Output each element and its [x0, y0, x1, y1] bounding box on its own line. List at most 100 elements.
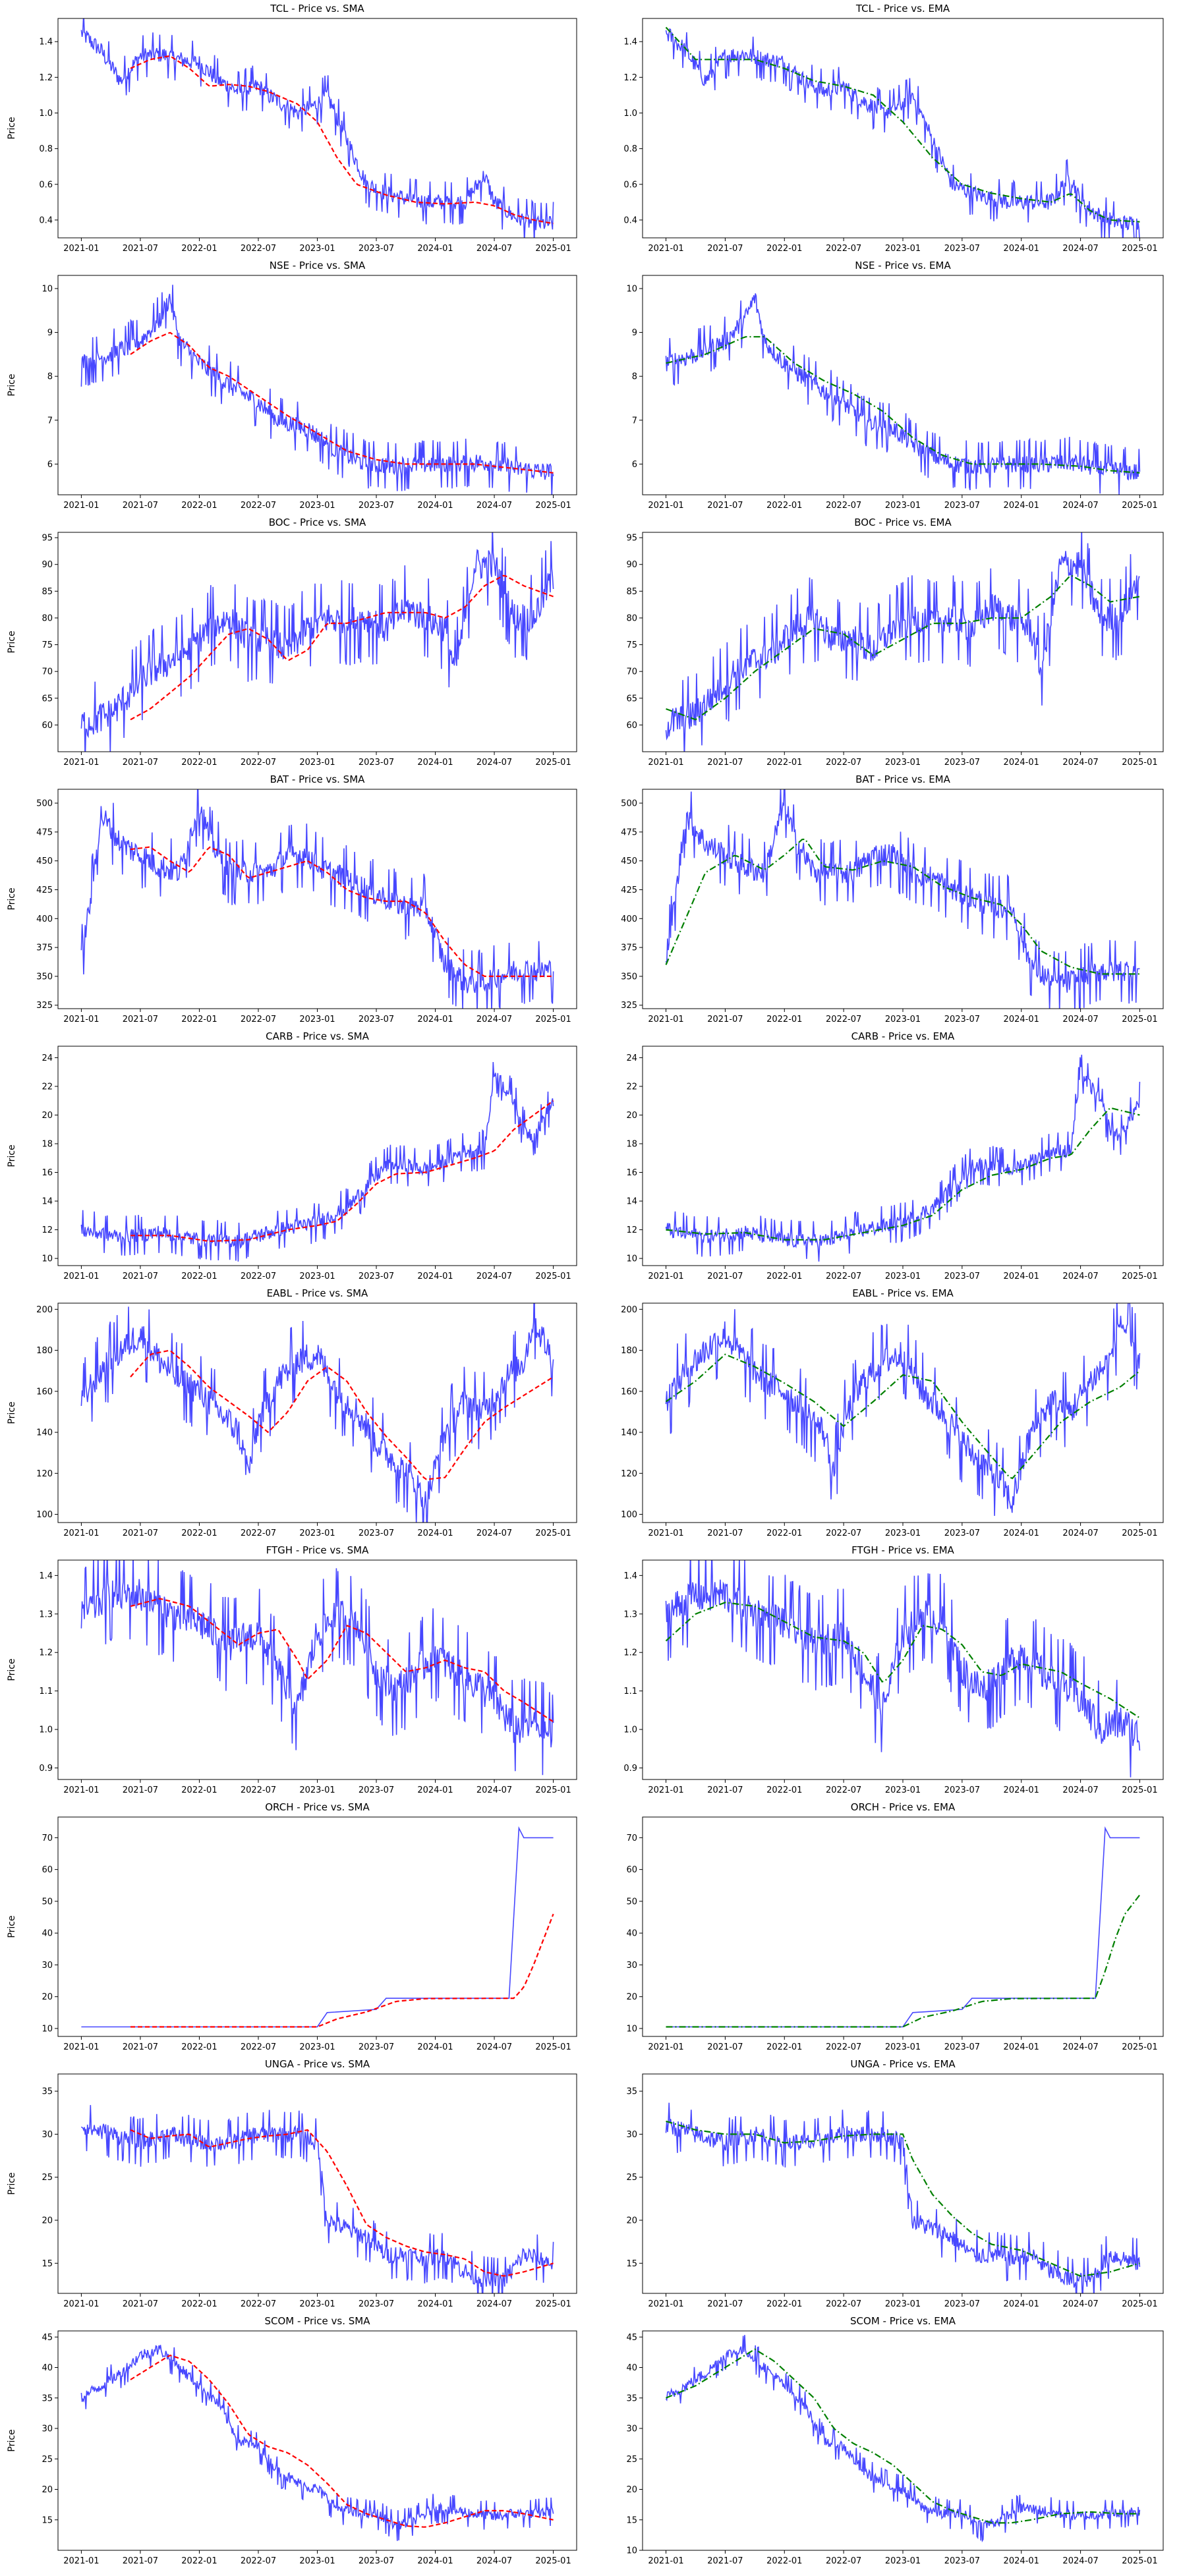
x-tick-label: 2025-01: [1122, 244, 1157, 254]
y-tick-label: 60: [626, 1865, 637, 1875]
x-tick-label: 2023-01: [885, 2556, 921, 2566]
y-tick-label: 20: [42, 2216, 53, 2226]
y-tick-label: 0.6: [39, 180, 53, 190]
x-tick-label: 2022-07: [826, 1528, 861, 1538]
x-tick-label: 2022-01: [181, 2042, 217, 2052]
x-tick-label: 2024-01: [1004, 244, 1039, 254]
y-tick-label: 140: [36, 1428, 53, 1438]
x-tick-label: 2023-01: [299, 1272, 335, 1281]
y-tick-label: 200: [621, 1305, 637, 1315]
chart-panel-11: EABL - Price vs. SMA 100 120 140 160 180 200 20…: [7, 1287, 577, 1538]
y-tick-label: 160: [621, 1387, 637, 1397]
x-tick-label: 2022-01: [181, 244, 217, 254]
x-tick-label: 2021-01: [648, 1785, 683, 1795]
x-tick-label: 2023-01: [299, 1528, 335, 1538]
y-tick-label: 65: [626, 694, 637, 704]
chart-title: BOC - Price vs. SMA: [269, 517, 366, 528]
y-tick-label: 75: [42, 640, 53, 650]
y-tick-label: 1.4: [39, 1571, 53, 1581]
chart-panel-7: BAT - Price vs. SMA 325 350 375 400 425 450 475…: [7, 773, 577, 1024]
x-tick-label: 2022-01: [181, 501, 217, 511]
y-tick-label: 1.0: [39, 1725, 53, 1735]
x-tick-label: 2024-01: [1004, 1272, 1039, 1281]
y-tick-label: 60: [42, 1865, 53, 1875]
plot-frame: [642, 1046, 1164, 1266]
price-line: [666, 1826, 1140, 2028]
y-tick-label: 35: [626, 2087, 637, 2097]
ema-line: [666, 1894, 1141, 2028]
x-tick-label: 2022-01: [766, 501, 802, 511]
ema-line: [665, 1353, 1141, 1480]
y-tick-label: 375: [621, 943, 637, 953]
plot-frame: [642, 1816, 1164, 2037]
x-tick-label: 2025-01: [535, 1785, 571, 1795]
x-tick-label: 2021-07: [123, 2042, 158, 2052]
plot-frame: [642, 18, 1164, 238]
y-tick-label: 16: [626, 1168, 637, 1178]
x-tick-label: 2022-01: [766, 2042, 802, 2052]
x-tick-label: 2021-07: [707, 1785, 743, 1795]
x-tick-label: 2023-01: [299, 244, 335, 254]
x-tick-label: 2021-07: [123, 244, 158, 254]
y-tick-label: 375: [36, 943, 53, 953]
y-tick-label: 30: [42, 2424, 53, 2434]
y-tick-label: 1.4: [39, 38, 53, 47]
y-tick-label: 0.4: [623, 215, 637, 225]
x-tick-label: 2022-07: [826, 758, 861, 768]
chart-panel-1: TCL - Price vs. SMA 0.4 0.6 0.8 1.0 1.2 1.4 202…: [7, 3, 577, 254]
x-tick-label: 2021-07: [123, 1015, 158, 1024]
sma-line: [130, 1598, 554, 1723]
x-tick-label: 2025-01: [535, 501, 571, 511]
ema-line: [666, 2120, 1140, 2278]
y-tick-label: 40: [42, 2363, 53, 2373]
x-tick-label: 2023-01: [885, 2042, 921, 2052]
y-tick-label: 100: [621, 1510, 637, 1520]
ema-line: [666, 336, 1140, 474]
y-tick-label: 24: [42, 1053, 53, 1063]
y-tick-label: 180: [621, 1346, 637, 1356]
y-tick-label: 160: [36, 1387, 53, 1397]
y-tick-label: 1.2: [39, 1648, 53, 1658]
x-tick-label: 2024-01: [1004, 2042, 1039, 2052]
x-tick-label: 2023-07: [359, 244, 394, 254]
x-tick-label: 2024-07: [1062, 1785, 1098, 1795]
y-tick-label: 70: [626, 667, 637, 677]
y-tick-label: 25: [626, 2173, 637, 2183]
y-axis-label: Price: [7, 2172, 17, 2195]
x-tick-label: 2023-01: [885, 1528, 921, 1538]
plot-frame: [57, 532, 577, 752]
x-tick-label: 2024-07: [476, 244, 512, 254]
y-tick-label: 8: [47, 372, 53, 382]
price-line: [80, 18, 554, 238]
x-tick-label: 2022-07: [241, 1015, 276, 1024]
x-tick-label: 2025-01: [1122, 501, 1157, 511]
y-tick-label: 45: [626, 2333, 637, 2343]
y-tick-label: 10: [626, 1254, 637, 1264]
chart-panel-18: UNGA - Price vs. EMA 15 20 25 30 35 2021-01 202…: [626, 2058, 1164, 2309]
y-axis-label: Price: [7, 374, 17, 396]
x-tick-label: 2024-07: [1062, 501, 1098, 511]
x-tick-label: 2023-07: [359, 1785, 394, 1795]
y-tick-label: 450: [36, 856, 53, 866]
price-line: [665, 1054, 1141, 1262]
x-tick-label: 2023-07: [359, 1528, 394, 1538]
x-tick-label: 2023-01: [299, 501, 335, 511]
x-tick-label: 2021-07: [707, 501, 743, 511]
y-tick-label: 1.3: [39, 1610, 53, 1619]
ema-line: [665, 1602, 1141, 1719]
x-tick-label: 2022-07: [826, 1272, 861, 1281]
x-tick-label: 2024-07: [1062, 2556, 1098, 2566]
sma-line: [130, 2354, 554, 2528]
plot-frame: [57, 1302, 577, 1523]
chart-title: EABL - Price vs. EMA: [852, 1287, 954, 1299]
y-tick-label: 35: [626, 2394, 637, 2403]
y-axis-label: Price: [7, 1658, 17, 1681]
x-tick-label: 2022-01: [181, 1015, 217, 1024]
chart-panel-12: EABL - Price vs. EMA 100 120 140 160 180 200 20…: [621, 1287, 1164, 1538]
sma-line: [130, 846, 554, 977]
x-tick-label: 2021-01: [63, 758, 99, 768]
x-tick-label: 2025-01: [1122, 1272, 1157, 1281]
x-tick-label: 2024-07: [1062, 1528, 1098, 1538]
x-tick-label: 2023-07: [359, 2556, 394, 2566]
x-tick-label: 2025-01: [535, 2556, 571, 2566]
